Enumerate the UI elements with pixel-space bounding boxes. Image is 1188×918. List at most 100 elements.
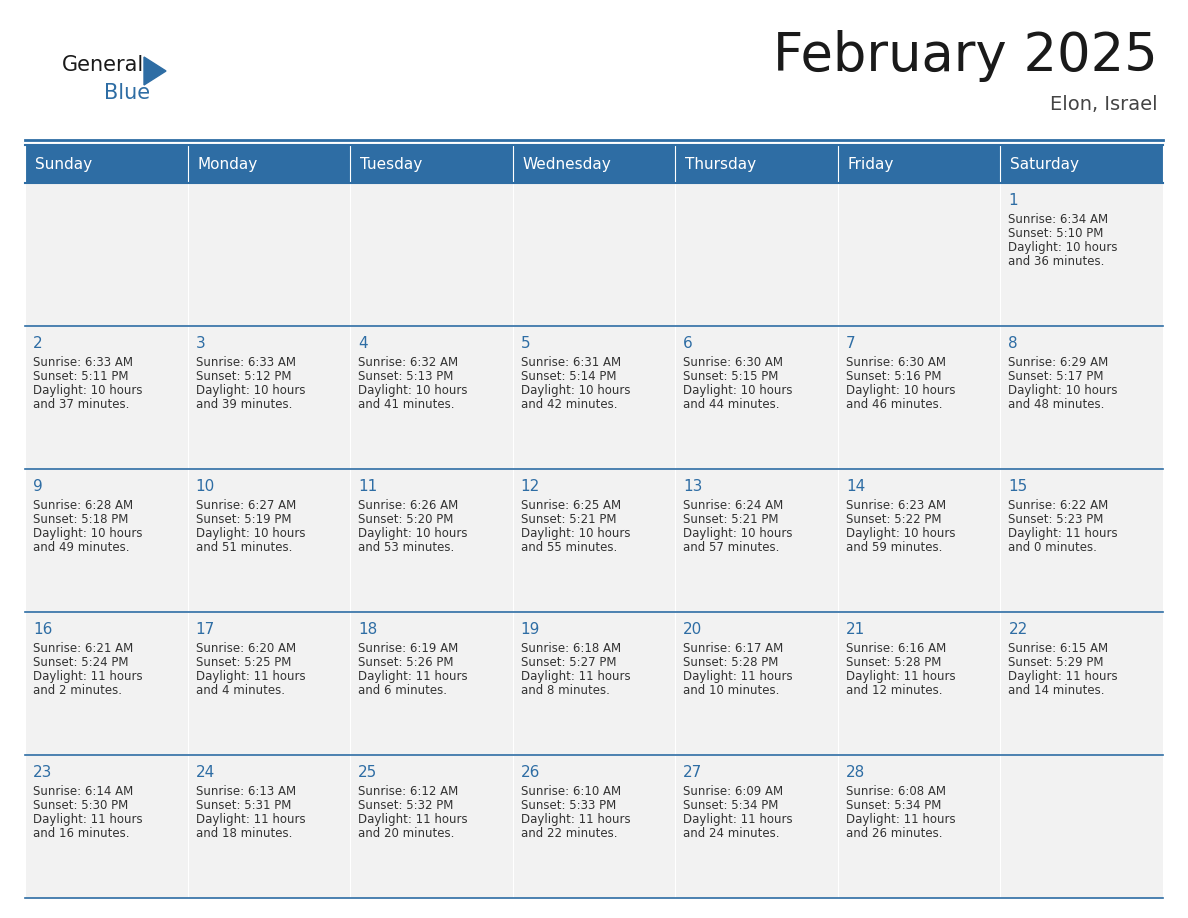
Text: and 4 minutes.: and 4 minutes.	[196, 684, 285, 697]
Bar	[513, 326, 675, 469]
Text: Blue: Blue	[105, 83, 150, 103]
Bar	[838, 183, 1000, 326]
Text: Daylight: 11 hours: Daylight: 11 hours	[846, 813, 955, 826]
Text: Sunset: 5:16 PM: Sunset: 5:16 PM	[846, 370, 941, 383]
Text: Sunset: 5:33 PM: Sunset: 5:33 PM	[520, 799, 615, 812]
Bar	[188, 183, 350, 326]
Text: General: General	[62, 55, 144, 75]
Bar	[188, 326, 350, 469]
Text: Daylight: 11 hours: Daylight: 11 hours	[1009, 527, 1118, 540]
Text: Sunrise: 6:10 AM: Sunrise: 6:10 AM	[520, 785, 621, 798]
Text: Sunrise: 6:12 AM: Sunrise: 6:12 AM	[358, 785, 459, 798]
Text: Sunset: 5:34 PM: Sunset: 5:34 PM	[846, 799, 941, 812]
Text: Daylight: 11 hours: Daylight: 11 hours	[196, 813, 305, 826]
Text: Sunset: 5:12 PM: Sunset: 5:12 PM	[196, 370, 291, 383]
Text: 19: 19	[520, 622, 541, 637]
Text: Sunrise: 6:25 AM: Sunrise: 6:25 AM	[520, 499, 621, 512]
Text: February 2025: February 2025	[773, 30, 1158, 82]
Text: Sunrise: 6:15 AM: Sunrise: 6:15 AM	[1009, 642, 1108, 655]
Text: Daylight: 10 hours: Daylight: 10 hours	[358, 527, 468, 540]
Text: Sunrise: 6:32 AM: Sunrise: 6:32 AM	[358, 356, 459, 369]
Text: Daylight: 11 hours: Daylight: 11 hours	[683, 670, 792, 683]
Bar	[838, 326, 1000, 469]
Text: Sunset: 5:25 PM: Sunset: 5:25 PM	[196, 656, 291, 669]
Text: Daylight: 10 hours: Daylight: 10 hours	[520, 384, 630, 397]
Text: Sunrise: 6:26 AM: Sunrise: 6:26 AM	[358, 499, 459, 512]
Text: and 14 minutes.: and 14 minutes.	[1009, 684, 1105, 697]
Text: Daylight: 10 hours: Daylight: 10 hours	[1009, 384, 1118, 397]
Text: 15: 15	[1009, 479, 1028, 494]
Bar	[513, 469, 675, 612]
Text: 22: 22	[1009, 622, 1028, 637]
Bar	[1000, 469, 1163, 612]
Bar	[350, 326, 513, 469]
Bar	[188, 145, 350, 183]
Bar	[513, 755, 675, 898]
Text: 18: 18	[358, 622, 378, 637]
Text: and 10 minutes.: and 10 minutes.	[683, 684, 779, 697]
Bar	[1000, 755, 1163, 898]
Text: Sunrise: 6:09 AM: Sunrise: 6:09 AM	[683, 785, 783, 798]
Text: and 55 minutes.: and 55 minutes.	[520, 541, 617, 554]
Text: Sunset: 5:10 PM: Sunset: 5:10 PM	[1009, 227, 1104, 240]
Text: Daylight: 10 hours: Daylight: 10 hours	[846, 384, 955, 397]
Text: and 57 minutes.: and 57 minutes.	[683, 541, 779, 554]
Text: Sunset: 5:15 PM: Sunset: 5:15 PM	[683, 370, 778, 383]
Text: and 16 minutes.: and 16 minutes.	[33, 827, 129, 840]
Text: and 44 minutes.: and 44 minutes.	[683, 398, 779, 411]
Text: 7: 7	[846, 336, 855, 351]
Bar	[25, 183, 188, 326]
Text: 16: 16	[33, 622, 52, 637]
Text: Tuesday: Tuesday	[360, 156, 423, 172]
Text: and 59 minutes.: and 59 minutes.	[846, 541, 942, 554]
Bar	[1000, 326, 1163, 469]
Text: Sunrise: 6:30 AM: Sunrise: 6:30 AM	[683, 356, 783, 369]
Text: 17: 17	[196, 622, 215, 637]
Bar	[350, 755, 513, 898]
Text: Daylight: 10 hours: Daylight: 10 hours	[520, 527, 630, 540]
Text: Sunrise: 6:33 AM: Sunrise: 6:33 AM	[33, 356, 133, 369]
Text: Elon, Israel: Elon, Israel	[1050, 95, 1158, 114]
Text: Sunrise: 6:20 AM: Sunrise: 6:20 AM	[196, 642, 296, 655]
Bar	[25, 469, 188, 612]
Text: 24: 24	[196, 765, 215, 780]
Bar	[1000, 145, 1163, 183]
Text: and 37 minutes.: and 37 minutes.	[33, 398, 129, 411]
Text: Sunset: 5:24 PM: Sunset: 5:24 PM	[33, 656, 128, 669]
Text: 12: 12	[520, 479, 541, 494]
Bar	[675, 326, 838, 469]
Text: 28: 28	[846, 765, 865, 780]
Text: 11: 11	[358, 479, 378, 494]
Text: Daylight: 10 hours: Daylight: 10 hours	[33, 527, 143, 540]
Bar	[188, 755, 350, 898]
Text: Sunset: 5:11 PM: Sunset: 5:11 PM	[33, 370, 128, 383]
Text: Sunset: 5:30 PM: Sunset: 5:30 PM	[33, 799, 128, 812]
Text: Sunset: 5:32 PM: Sunset: 5:32 PM	[358, 799, 454, 812]
Text: and 51 minutes.: and 51 minutes.	[196, 541, 292, 554]
Bar	[350, 183, 513, 326]
Text: Sunset: 5:29 PM: Sunset: 5:29 PM	[1009, 656, 1104, 669]
Text: Daylight: 10 hours: Daylight: 10 hours	[846, 527, 955, 540]
Text: 20: 20	[683, 622, 702, 637]
Bar	[188, 612, 350, 755]
Bar	[350, 612, 513, 755]
Text: 27: 27	[683, 765, 702, 780]
Text: Sunrise: 6:24 AM: Sunrise: 6:24 AM	[683, 499, 784, 512]
Bar	[838, 755, 1000, 898]
Bar	[25, 612, 188, 755]
Text: Sunrise: 6:14 AM: Sunrise: 6:14 AM	[33, 785, 133, 798]
Text: and 36 minutes.: and 36 minutes.	[1009, 255, 1105, 268]
Bar	[1000, 183, 1163, 326]
Text: and 46 minutes.: and 46 minutes.	[846, 398, 942, 411]
Bar	[513, 612, 675, 755]
Text: 5: 5	[520, 336, 530, 351]
Text: Daylight: 11 hours: Daylight: 11 hours	[1009, 670, 1118, 683]
Text: 23: 23	[33, 765, 52, 780]
Text: Daylight: 11 hours: Daylight: 11 hours	[520, 670, 631, 683]
Text: Sunrise: 6:23 AM: Sunrise: 6:23 AM	[846, 499, 946, 512]
Text: Sunset: 5:27 PM: Sunset: 5:27 PM	[520, 656, 617, 669]
Text: Sunrise: 6:21 AM: Sunrise: 6:21 AM	[33, 642, 133, 655]
Polygon shape	[144, 57, 166, 85]
Bar	[188, 469, 350, 612]
Text: 2: 2	[33, 336, 43, 351]
